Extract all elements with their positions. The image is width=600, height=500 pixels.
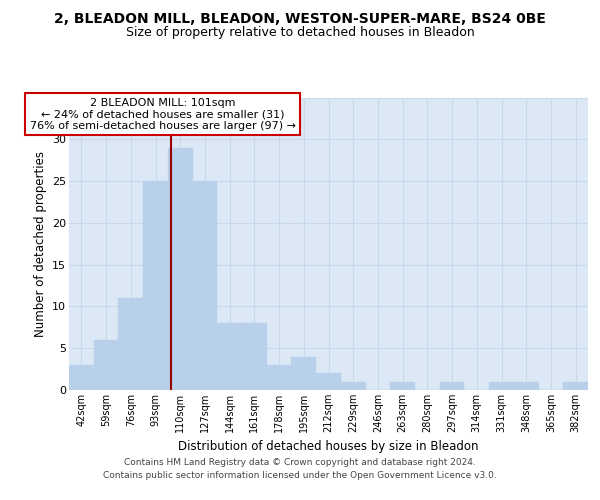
Bar <box>242 323 267 390</box>
Text: Contains HM Land Registry data © Crown copyright and database right 2024.: Contains HM Land Registry data © Crown c… <box>124 458 476 467</box>
Bar <box>217 323 242 390</box>
Bar <box>563 382 588 390</box>
Text: 2 BLEADON MILL: 101sqm
← 24% of detached houses are smaller (31)
76% of semi-det: 2 BLEADON MILL: 101sqm ← 24% of detached… <box>30 98 296 131</box>
Bar <box>143 181 168 390</box>
X-axis label: Distribution of detached houses by size in Bleadon: Distribution of detached houses by size … <box>178 440 479 454</box>
Bar <box>514 382 539 390</box>
Bar <box>168 148 193 390</box>
Bar <box>489 382 514 390</box>
Y-axis label: Number of detached properties: Number of detached properties <box>34 151 47 337</box>
Bar <box>440 382 464 390</box>
Bar <box>118 298 143 390</box>
Bar <box>390 382 415 390</box>
Bar <box>316 374 341 390</box>
Text: Contains public sector information licensed under the Open Government Licence v3: Contains public sector information licen… <box>103 472 497 480</box>
Bar <box>69 365 94 390</box>
Bar <box>341 382 365 390</box>
Text: Size of property relative to detached houses in Bleadon: Size of property relative to detached ho… <box>125 26 475 39</box>
Bar <box>267 365 292 390</box>
Bar <box>193 181 217 390</box>
Bar <box>292 356 316 390</box>
Bar <box>94 340 118 390</box>
Text: 2, BLEADON MILL, BLEADON, WESTON-SUPER-MARE, BS24 0BE: 2, BLEADON MILL, BLEADON, WESTON-SUPER-M… <box>54 12 546 26</box>
